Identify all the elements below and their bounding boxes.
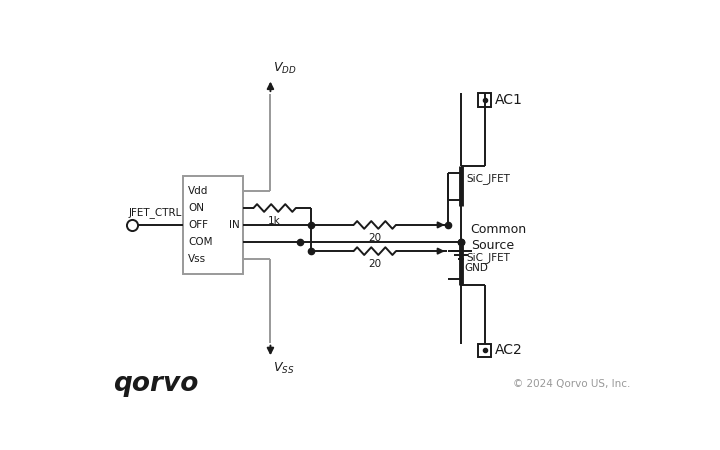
Text: 1k: 1k <box>269 216 281 226</box>
Text: 20: 20 <box>368 233 382 243</box>
Text: ON: ON <box>188 203 204 213</box>
Text: OFF: OFF <box>188 220 208 230</box>
Text: Vss: Vss <box>188 254 206 264</box>
Text: 20: 20 <box>368 259 382 269</box>
Text: SiC_JFET: SiC_JFET <box>466 173 510 184</box>
Text: $V_{SS}$: $V_{SS}$ <box>273 361 294 376</box>
Text: JFET_CTRL: JFET_CTRL <box>129 207 182 218</box>
Text: COM: COM <box>188 237 212 247</box>
Text: AC2: AC2 <box>495 343 523 357</box>
Text: Vdd: Vdd <box>188 186 208 196</box>
Text: $V_{DD}$: $V_{DD}$ <box>273 60 297 76</box>
Bar <box>477 343 492 357</box>
Text: AC1: AC1 <box>495 93 523 107</box>
Text: © 2024 Qorvo US, Inc.: © 2024 Qorvo US, Inc. <box>513 378 631 388</box>
Text: IN: IN <box>229 220 240 230</box>
Bar <box>184 176 243 274</box>
Text: SiC_JFET: SiC_JFET <box>466 252 510 263</box>
Text: GND: GND <box>464 263 488 273</box>
Text: qorvo: qorvo <box>113 370 199 396</box>
Bar <box>477 93 492 107</box>
Text: Common
Source: Common Source <box>471 223 527 252</box>
